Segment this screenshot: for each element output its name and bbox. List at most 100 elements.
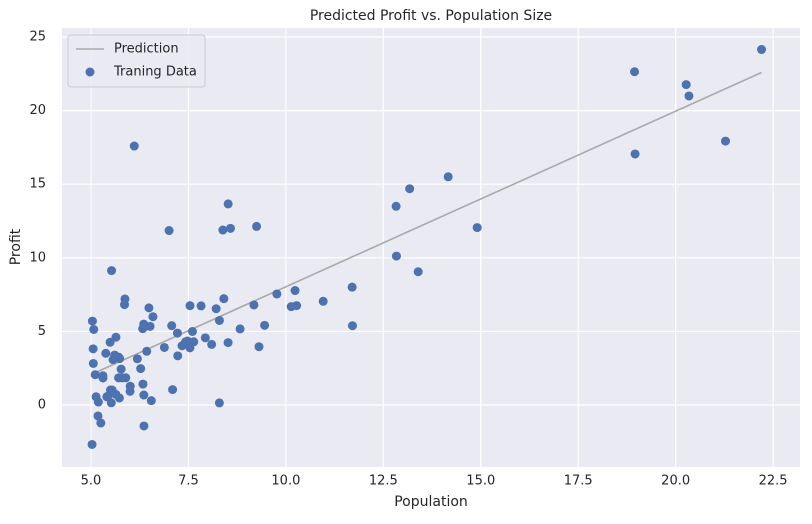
x-tick-label: 10.0 [271, 474, 300, 489]
y-tick-label: 20 [29, 103, 46, 118]
chart-title: Predicted Profit vs. Population Size [310, 8, 552, 24]
data-point [254, 342, 264, 352]
x-tick-label: 7.5 [178, 474, 199, 489]
plot-area [62, 28, 800, 467]
data-point [96, 418, 106, 428]
data-point [120, 294, 130, 304]
legend-swatch [85, 67, 95, 77]
data-point [114, 373, 124, 383]
data-point [114, 393, 124, 403]
data-point [290, 286, 300, 296]
data-point [88, 358, 98, 368]
data-point [721, 136, 731, 146]
data-point [116, 364, 126, 374]
data-point [103, 391, 113, 401]
data-point [139, 390, 149, 400]
data-point [684, 91, 694, 101]
data-point [757, 45, 767, 55]
data-point [189, 337, 199, 347]
prediction-line [91, 71, 762, 375]
legend-label: Traning Data [113, 65, 197, 80]
data-point [101, 348, 111, 358]
data-point [89, 324, 99, 334]
data-point [172, 328, 182, 338]
data-point [214, 315, 224, 325]
data-point [219, 294, 229, 304]
data-point [405, 184, 415, 194]
data-point [106, 398, 116, 408]
data-point [235, 324, 245, 334]
data-point [105, 337, 115, 347]
data-point [185, 301, 195, 311]
data-point [318, 296, 328, 306]
data-point [125, 386, 135, 396]
data-point [681, 80, 691, 90]
x-tick-label: 12.5 [369, 474, 398, 489]
data-point [93, 397, 103, 407]
data-point [167, 321, 177, 331]
data-point [347, 321, 357, 331]
data-point [87, 316, 97, 326]
data-point [144, 303, 154, 313]
data-point [159, 342, 169, 352]
data-point [413, 267, 423, 277]
data-point [249, 300, 259, 310]
data-point [98, 371, 108, 381]
y-tick-label: 15 [29, 177, 46, 192]
data-point [132, 354, 142, 364]
data-point [87, 439, 97, 449]
data-point [129, 141, 139, 151]
legend-box [67, 34, 206, 88]
data-point [138, 379, 148, 389]
data-point [207, 339, 217, 349]
data-point [196, 301, 206, 311]
data-point [200, 333, 210, 343]
y-tick-label: 10 [29, 250, 46, 265]
data-point [148, 312, 158, 322]
data-point [214, 398, 224, 408]
legend-label: Prediction [114, 42, 179, 57]
x-tick-label: 22.5 [759, 474, 788, 489]
data-point [630, 67, 640, 77]
x-tick-label: 5.0 [81, 474, 102, 489]
data-point [272, 289, 282, 299]
data-point [142, 346, 152, 356]
data-point [136, 364, 146, 374]
data-point [93, 411, 103, 421]
data-point [187, 326, 197, 336]
data-point [260, 320, 270, 330]
data-point [252, 221, 262, 231]
data-point [292, 301, 302, 311]
data-point [211, 304, 221, 314]
data-point [347, 282, 357, 292]
data-point [225, 223, 235, 233]
y-tick-label: 0 [38, 398, 46, 413]
data-point [472, 223, 482, 233]
data-point [139, 421, 149, 431]
data-point [630, 149, 640, 159]
data-point [111, 332, 121, 342]
data-point [164, 226, 174, 236]
x-tick-label: 20.0 [661, 474, 690, 489]
x-axis-label: Population [394, 494, 468, 510]
y-axis-label: Profit [8, 228, 24, 265]
data-point [223, 199, 233, 209]
y-tick-label: 25 [29, 29, 46, 44]
x-tick-label: 15.0 [466, 474, 495, 489]
data-point [146, 396, 156, 406]
data-point [145, 321, 155, 331]
data-point [391, 251, 401, 261]
data-point [90, 370, 100, 380]
data-point [443, 172, 453, 182]
data-point [107, 266, 117, 276]
data-point [173, 351, 183, 361]
y-tick-label: 5 [38, 324, 46, 339]
data-point [177, 341, 187, 351]
data-point [223, 338, 233, 348]
data-point [88, 344, 98, 354]
x-tick-label: 17.5 [564, 474, 593, 489]
data-point [218, 225, 228, 235]
data-point [168, 385, 178, 395]
data-point [391, 201, 401, 211]
